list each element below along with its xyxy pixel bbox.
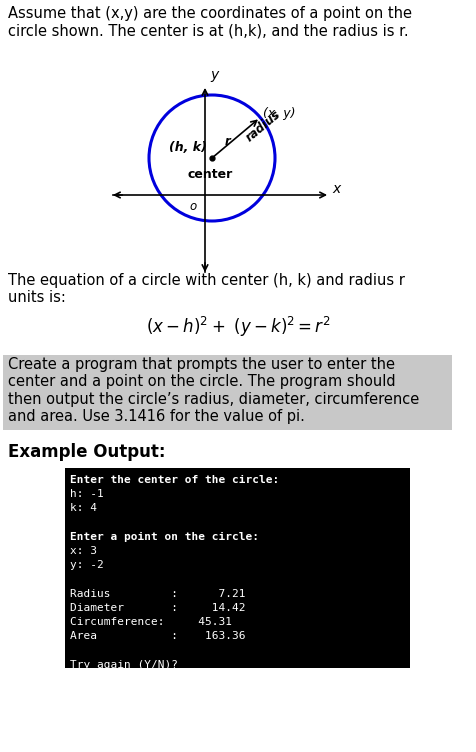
- Text: Create a program that prompts the user to enter the
center and a point on the ci: Create a program that prompts the user t…: [8, 357, 418, 424]
- Text: Enter a point on the circle:: Enter a point on the circle:: [70, 532, 258, 542]
- Text: The equation of a circle with center (h, k) and radius r
units is:: The equation of a circle with center (h,…: [8, 273, 404, 305]
- Text: k: 4: k: 4: [70, 503, 97, 514]
- Text: Enter the center of the circle:: Enter the center of the circle:: [70, 475, 278, 485]
- Text: Assume that (x,y) are the coordinates of a point on the
circle shown. The center: Assume that (x,y) are the coordinates of…: [8, 6, 411, 38]
- Text: $(x-h)^2+\ (y-k)^2=r^2$: $(x-h)^2+\ (y-k)^2=r^2$: [146, 315, 330, 339]
- Text: center: center: [187, 168, 232, 181]
- Text: y: -2: y: -2: [70, 560, 104, 570]
- Text: Try again (Y/N)?: Try again (Y/N)?: [70, 660, 178, 669]
- Text: Area           :    163.36: Area : 163.36: [70, 631, 245, 641]
- Text: h: -1: h: -1: [70, 490, 104, 499]
- Text: y: y: [209, 68, 218, 82]
- Text: o: o: [189, 200, 197, 213]
- Text: (x, y): (x, y): [263, 107, 295, 120]
- Text: x: x: [331, 182, 339, 196]
- Text: r: r: [224, 135, 230, 148]
- Text: Circumference:     45.31: Circumference: 45.31: [70, 617, 231, 627]
- Text: Radius         :      7.21: Radius : 7.21: [70, 589, 245, 599]
- Text: (h, k): (h, k): [169, 141, 207, 154]
- Text: x: 3: x: 3: [70, 546, 97, 556]
- Text: radius: radius: [242, 108, 282, 144]
- Text: Diameter       :     14.42: Diameter : 14.42: [70, 603, 245, 613]
- Bar: [3, 355, 451, 430]
- Text: Example Output:: Example Output:: [8, 443, 165, 461]
- Bar: [65, 468, 409, 668]
